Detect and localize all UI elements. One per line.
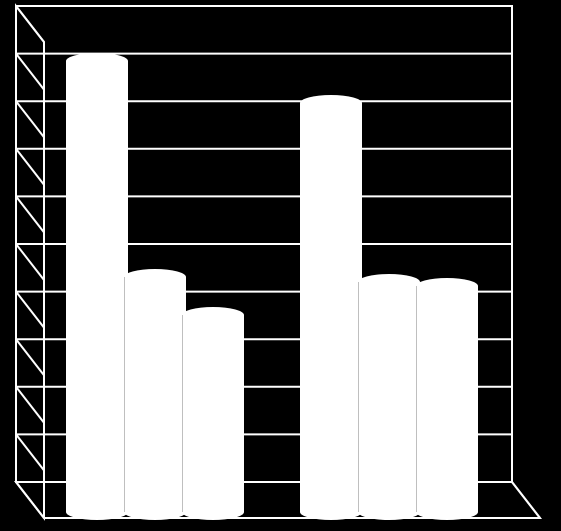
bar-base-ellipse xyxy=(124,504,186,520)
bar-cylinder xyxy=(182,315,244,512)
bar-cylinder xyxy=(300,103,362,512)
bar-seam xyxy=(358,282,359,512)
cylinder-bar-chart xyxy=(0,0,561,531)
bar-cylinder xyxy=(358,282,420,512)
bar-base-ellipse xyxy=(300,504,362,520)
bar-seam xyxy=(416,286,417,512)
bar-top-ellipse xyxy=(300,95,362,111)
bar-top-ellipse xyxy=(182,307,244,323)
bar-base-ellipse xyxy=(358,504,420,520)
bar-top-ellipse xyxy=(416,278,478,294)
bar-top-ellipse xyxy=(124,269,186,285)
bar-cylinder xyxy=(124,277,186,512)
bar-base-ellipse xyxy=(66,504,128,520)
bar-cylinder xyxy=(66,61,128,512)
bar-top-ellipse xyxy=(358,274,420,290)
bar-seam xyxy=(124,277,125,512)
bar-seam xyxy=(182,315,183,512)
bar-base-ellipse xyxy=(416,504,478,520)
bar-base-ellipse xyxy=(182,504,244,520)
bar-cylinder xyxy=(416,286,478,512)
bar-top-ellipse xyxy=(66,53,128,69)
